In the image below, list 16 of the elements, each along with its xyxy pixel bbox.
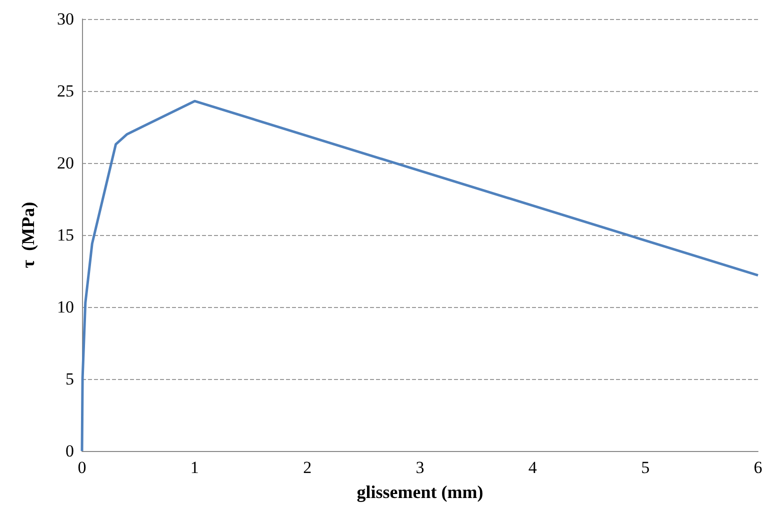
y-tick-label: 20 bbox=[57, 154, 74, 172]
x-tick-label: 5 bbox=[641, 458, 650, 477]
y-tick-label: 0 bbox=[66, 442, 74, 460]
x-tick-label: 1 bbox=[190, 458, 199, 477]
x-tick-label: 2 bbox=[303, 458, 312, 477]
y-axis-title: τ (MPa) bbox=[18, 202, 38, 268]
y-tick-label: 25 bbox=[57, 82, 74, 100]
x-tick-label: 3 bbox=[416, 458, 424, 477]
x-axis-title: glissement (mm) bbox=[356, 482, 484, 502]
y-tick-label: 15 bbox=[57, 226, 74, 244]
x-tick-label: 6 bbox=[754, 458, 762, 477]
x-tick-label: 0 bbox=[78, 458, 86, 477]
y-tick-label: 5 bbox=[66, 370, 74, 388]
y-tick-label: 30 bbox=[57, 10, 74, 28]
y-tick-label: 10 bbox=[57, 298, 74, 316]
x-tick-label: 4 bbox=[528, 458, 538, 477]
